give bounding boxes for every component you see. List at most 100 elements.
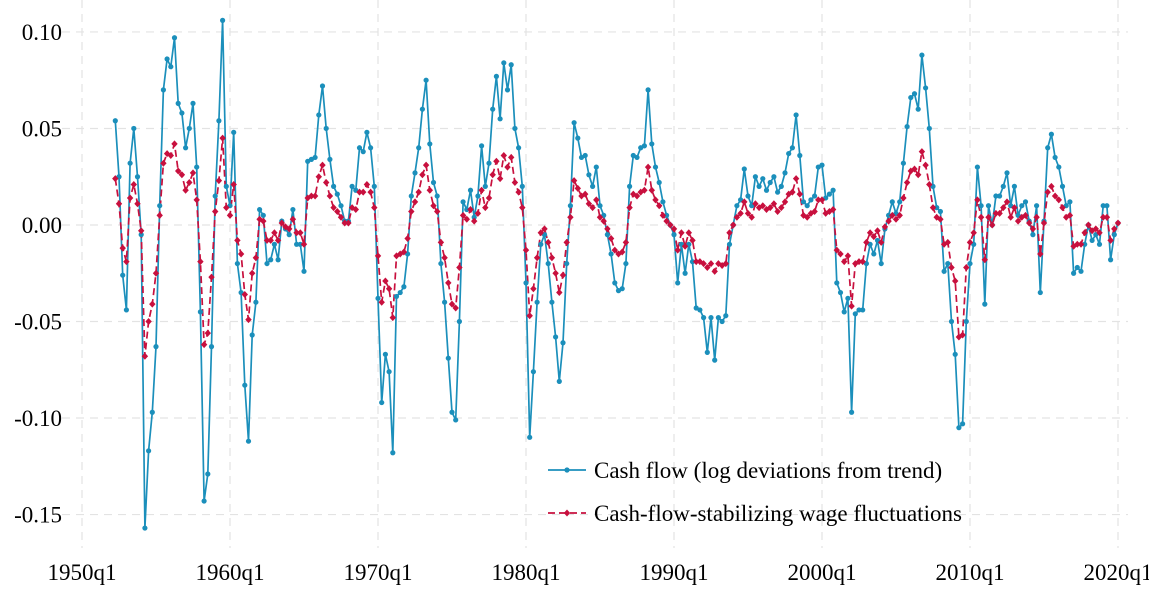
marker (1097, 242, 1102, 247)
marker (949, 319, 954, 324)
marker (471, 218, 477, 225)
marker (1112, 232, 1117, 237)
marker (431, 180, 436, 185)
marker (383, 352, 388, 357)
marker (216, 118, 221, 123)
marker (475, 193, 480, 198)
marker (442, 300, 447, 305)
marker (249, 270, 255, 277)
marker (327, 193, 333, 200)
marker (468, 188, 473, 193)
marker (182, 187, 188, 194)
marker (819, 163, 824, 168)
marker (975, 164, 980, 169)
marker (113, 118, 118, 123)
marker (127, 194, 133, 201)
marker (508, 154, 514, 161)
marker (753, 174, 758, 179)
marker (612, 280, 617, 285)
marker (786, 151, 791, 156)
marker (161, 87, 166, 92)
marker (250, 332, 255, 337)
marker (905, 124, 910, 129)
marker (556, 289, 562, 296)
marker (971, 229, 977, 236)
marker (723, 313, 728, 318)
marker (272, 242, 277, 247)
marker (657, 180, 662, 185)
marker (190, 169, 196, 176)
marker (904, 179, 910, 186)
marker (257, 207, 262, 212)
marker (445, 279, 451, 286)
marker (509, 62, 514, 67)
marker (157, 203, 162, 208)
marker (760, 176, 765, 181)
marker (716, 315, 721, 320)
marker (568, 203, 573, 208)
marker (375, 296, 380, 301)
marker (120, 245, 126, 252)
marker (457, 319, 462, 324)
marker (712, 268, 718, 275)
marker (908, 95, 913, 100)
marker (150, 410, 155, 415)
marker (553, 334, 558, 339)
marker (549, 254, 555, 261)
marker (922, 162, 928, 169)
marker (179, 110, 184, 115)
marker (438, 239, 444, 246)
marker (297, 229, 303, 236)
marker (398, 290, 403, 295)
marker (771, 174, 776, 179)
marker (982, 302, 987, 307)
marker (146, 448, 151, 453)
marker (845, 296, 850, 301)
marker (620, 286, 625, 291)
marker (505, 87, 510, 92)
y-tick-label: -0.15 (14, 503, 62, 528)
marker (316, 173, 322, 180)
marker (1078, 269, 1083, 274)
marker (427, 187, 433, 194)
marker (494, 74, 499, 79)
marker (675, 280, 680, 285)
x-tick-label: 1960q1 (196, 560, 265, 585)
marker (379, 400, 384, 405)
marker (408, 208, 414, 215)
marker (1001, 184, 1006, 189)
marker (734, 203, 739, 208)
marker (165, 56, 170, 61)
marker (416, 189, 422, 196)
marker (557, 379, 562, 384)
marker (202, 498, 207, 503)
marker (919, 53, 924, 58)
marker (501, 152, 507, 159)
marker (449, 410, 454, 415)
marker (409, 193, 414, 198)
marker (461, 199, 466, 204)
marker (720, 319, 725, 324)
legend-marker (564, 467, 569, 472)
marker (923, 85, 928, 90)
marker (605, 232, 610, 237)
marker (1023, 199, 1028, 204)
marker (390, 450, 395, 455)
marker (519, 204, 525, 211)
marker (642, 143, 647, 148)
marker (323, 179, 329, 186)
marker (312, 193, 318, 200)
marker (371, 204, 377, 211)
marker (205, 471, 210, 476)
marker (194, 164, 199, 169)
marker (683, 271, 688, 276)
marker (131, 126, 136, 131)
marker (660, 199, 665, 204)
marker (745, 193, 750, 198)
marker (538, 242, 543, 247)
x-tick-label: 1990q1 (640, 560, 709, 585)
marker (350, 184, 355, 189)
marker (879, 261, 884, 266)
marker (912, 91, 917, 96)
